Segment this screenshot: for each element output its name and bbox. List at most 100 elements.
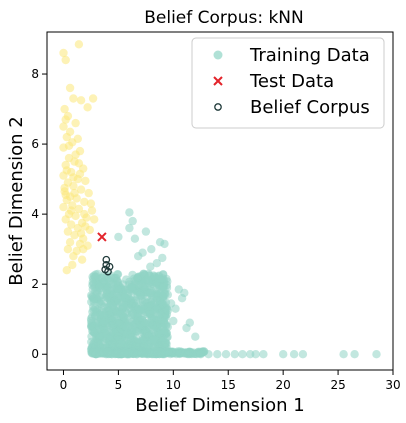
training-point (103, 283, 112, 292)
training-point (99, 312, 109, 321)
chart-title: Belief Corpus: kNN (144, 8, 304, 28)
training-point (86, 314, 96, 323)
training-point (81, 176, 90, 186)
x-tick-label: 30 (385, 378, 400, 392)
legend: Training Data Test Data Belief Corpus (191, 37, 385, 129)
training-point (204, 350, 213, 359)
plot-area (59, 40, 381, 359)
y-tick-label: 4 (31, 207, 39, 221)
training-point (128, 270, 137, 280)
legend-marker-corpus (214, 103, 222, 111)
training-point (87, 332, 96, 341)
y-tick-label: 0 (31, 347, 39, 361)
training-point (70, 231, 79, 240)
training-point (158, 253, 167, 263)
training-point (90, 215, 99, 224)
training-point (161, 290, 170, 299)
training-point (151, 335, 160, 345)
training-point (62, 166, 71, 175)
y-tick-label: 2 (31, 277, 39, 291)
training-point (146, 302, 155, 311)
training-point (154, 274, 163, 283)
training-point (120, 349, 129, 358)
training-point (147, 245, 156, 254)
training-point (146, 288, 156, 298)
training-point (76, 96, 86, 105)
legend-box (191, 37, 385, 129)
y-axis-label: Belief Dimension 2 (6, 116, 27, 285)
legend-marker-test (213, 76, 223, 86)
x-tick-label: 15 (221, 378, 236, 392)
training-point (65, 83, 75, 93)
x-tick-label: 25 (330, 378, 345, 392)
training-point (238, 350, 247, 359)
training-point (140, 271, 149, 280)
training-point (113, 318, 122, 328)
training-point (61, 215, 70, 224)
training-point (60, 104, 69, 114)
x-axis: 0 5 10 15 20 25 30 (60, 370, 401, 392)
training-point (163, 306, 172, 315)
plot-frame (46, 31, 394, 371)
training-point (130, 234, 140, 243)
training-point (125, 208, 134, 217)
training-point (76, 185, 86, 194)
training-point (196, 350, 205, 359)
training-point (177, 294, 187, 303)
training-point (70, 188, 79, 198)
legend-label-training: Training Data (249, 45, 370, 66)
training-point (80, 197, 89, 207)
training-point (185, 349, 194, 358)
x-tick-label: 0 (60, 378, 68, 392)
y-tick-label: 8 (31, 67, 39, 81)
training-point (160, 239, 169, 249)
training-point (124, 321, 134, 330)
training-point (154, 291, 163, 300)
training-point (71, 150, 80, 159)
y-axis: 0 2 4 6 8 (31, 67, 47, 361)
training-point (62, 266, 71, 275)
training-point (69, 252, 78, 261)
training-point (69, 94, 78, 103)
training-point (289, 350, 299, 359)
training-point (259, 350, 268, 359)
training-point (146, 262, 155, 271)
training-point (134, 304, 143, 314)
training-point (114, 285, 123, 295)
legend-marker-training (213, 50, 223, 60)
training-point (80, 209, 89, 219)
training-point (87, 206, 97, 215)
training-point (68, 260, 77, 270)
training-point (125, 330, 135, 340)
x-axis-label: Belief Dimension 1 (135, 395, 304, 416)
training-point (128, 309, 137, 318)
training-point (67, 220, 76, 229)
training-point (171, 304, 180, 313)
training-point (140, 318, 150, 327)
belief-corpus-point (102, 255, 111, 264)
training-point (279, 350, 288, 359)
training-point (86, 199, 96, 208)
training-point (94, 338, 103, 348)
training-point (132, 349, 141, 359)
training-point (69, 181, 78, 191)
training-point (134, 252, 143, 261)
training-point (63, 227, 73, 236)
training-point (95, 283, 104, 292)
training-point (221, 350, 231, 359)
training-point (76, 229, 86, 238)
training-point (152, 259, 161, 268)
training-point (251, 350, 260, 359)
training-point (96, 299, 106, 308)
training-point (88, 94, 98, 103)
training-point (230, 350, 239, 359)
training-point (113, 270, 122, 279)
training-point (106, 271, 115, 280)
training-point (162, 321, 171, 330)
test-point (97, 232, 107, 242)
training-point (93, 347, 103, 356)
training-point (156, 348, 166, 358)
training-point (75, 169, 85, 179)
training-point (74, 40, 84, 49)
